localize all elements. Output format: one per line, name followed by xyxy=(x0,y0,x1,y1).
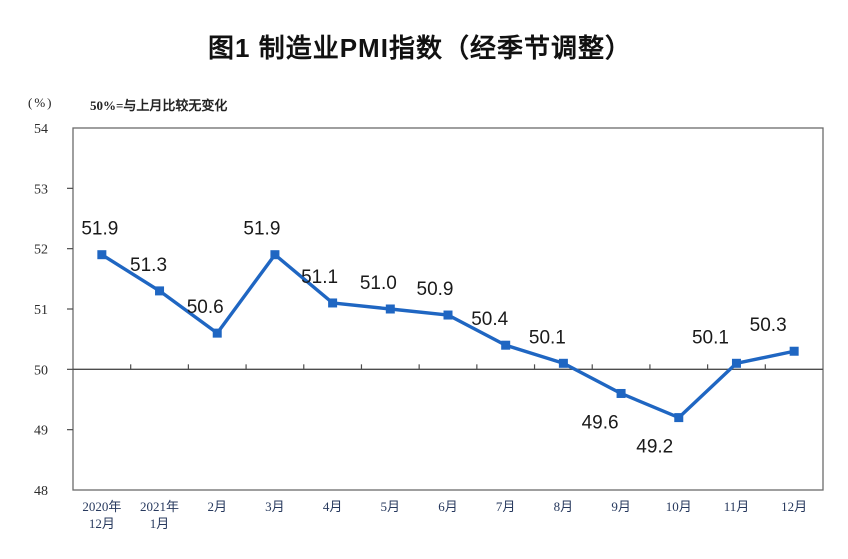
data-point-marker xyxy=(270,250,280,260)
data-point-marker xyxy=(328,298,338,308)
data-point-label: 50.9 xyxy=(417,279,454,300)
data-point-label: 50.6 xyxy=(187,297,224,318)
data-point-marker xyxy=(385,304,395,314)
y-axis-tick-label: 48 xyxy=(34,484,48,499)
x-axis-label: 11月 xyxy=(724,499,750,514)
data-point-label: 51.9 xyxy=(243,219,280,240)
data-point-marker xyxy=(616,388,626,398)
x-axis-label: 2月 xyxy=(207,499,227,514)
y-axis-tick-label: 54 xyxy=(34,122,48,137)
y-axis-tick-label: 53 xyxy=(34,182,48,197)
data-point-label: 49.6 xyxy=(582,412,619,433)
y-axis-tick-label: 51 xyxy=(34,303,48,318)
x-axis-label: 10月 xyxy=(666,499,692,514)
data-point-marker xyxy=(155,286,165,296)
data-point-label: 50.1 xyxy=(529,327,566,348)
data-point-marker xyxy=(97,250,107,260)
y-axis-unit-label: (%) xyxy=(28,95,54,110)
data-point-marker xyxy=(212,328,222,338)
x-axis-label: 6月 xyxy=(438,499,458,514)
data-point-label: 51.3 xyxy=(130,255,167,276)
data-point-marker xyxy=(674,413,684,423)
data-point-marker xyxy=(443,310,453,320)
x-axis-label: 3月 xyxy=(265,499,285,514)
x-axis-label: 2020年 xyxy=(82,499,121,514)
data-point-label: 51.1 xyxy=(301,267,338,288)
y-axis-tick-label: 49 xyxy=(34,424,48,439)
x-axis-label: 1月 xyxy=(150,516,170,531)
data-point-marker xyxy=(558,358,568,368)
data-point-marker xyxy=(789,346,799,356)
x-axis-label: 5月 xyxy=(381,499,401,514)
x-axis-label: 8月 xyxy=(554,499,574,514)
reference-line-note: 50%=与上月比较无变化 xyxy=(90,98,228,113)
chart-title: 图1 制造业PMI指数（经季节调整） xyxy=(208,33,632,63)
x-axis-label: 7月 xyxy=(496,499,516,514)
y-axis-tick-label: 52 xyxy=(34,243,48,258)
x-axis-label: 4月 xyxy=(323,499,343,514)
data-point-label: 50.1 xyxy=(692,327,729,348)
x-axis-label: 12月 xyxy=(89,516,115,531)
data-point-label: 51.9 xyxy=(81,219,118,240)
data-point-label: 50.4 xyxy=(471,309,508,330)
data-point-label: 51.0 xyxy=(360,273,397,294)
data-point-marker xyxy=(501,340,511,350)
x-axis-label: 2021年 xyxy=(140,499,179,514)
x-axis-label: 9月 xyxy=(611,499,631,514)
y-axis-tick-label: 50 xyxy=(34,363,48,378)
data-point-label: 50.3 xyxy=(750,315,787,336)
data-point-label: 49.2 xyxy=(636,437,673,458)
x-axis-label: 12月 xyxy=(781,499,807,514)
data-point-marker xyxy=(731,358,741,368)
